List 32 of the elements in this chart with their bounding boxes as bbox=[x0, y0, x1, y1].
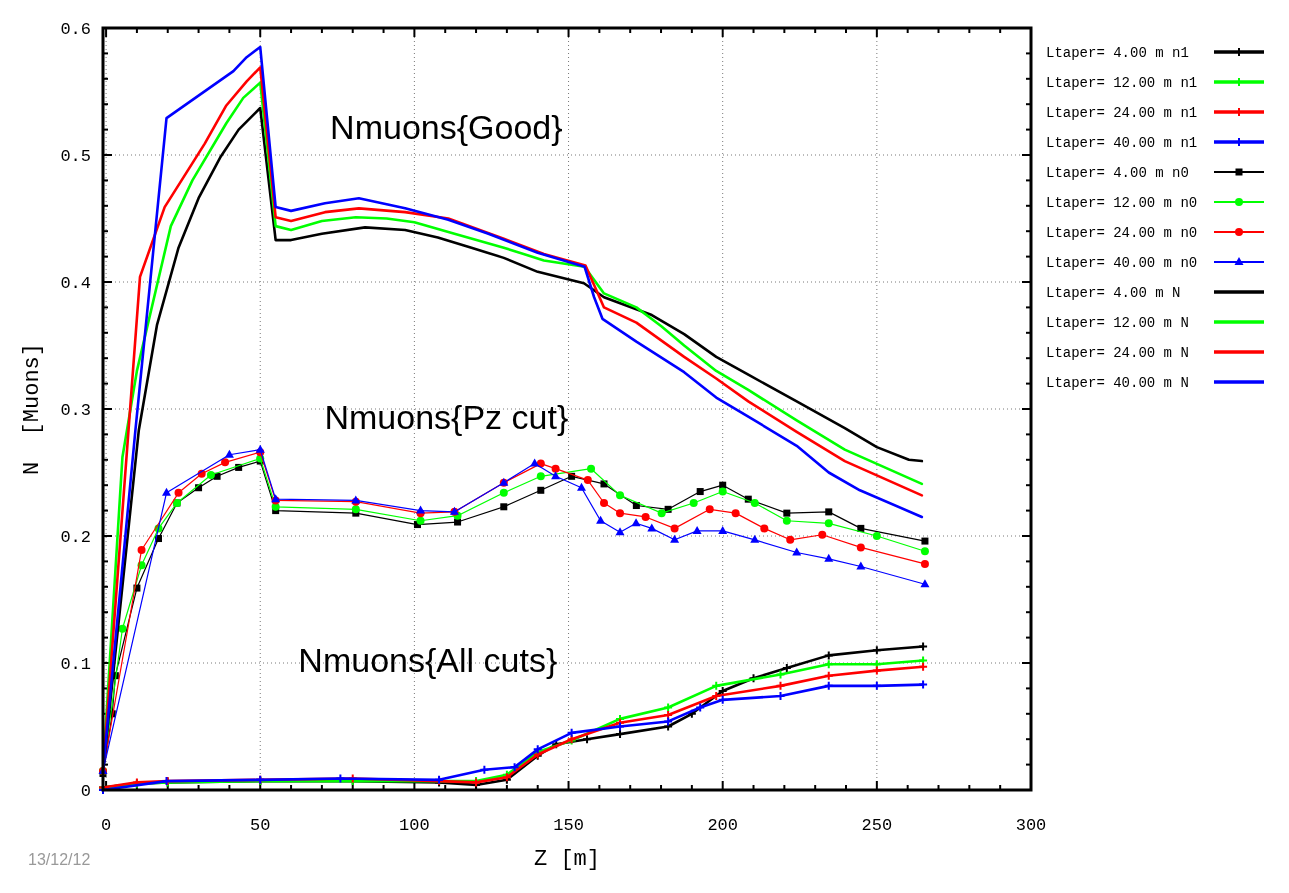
legend-label: Ltaper= 12.00 m N bbox=[1046, 314, 1189, 331]
legend-label: Ltaper= 4.00 m N bbox=[1046, 284, 1181, 301]
y-tick-label: 0 bbox=[80, 781, 91, 801]
y-tick-label: 0.3 bbox=[60, 400, 91, 420]
y-tick-label: 0.2 bbox=[60, 527, 91, 547]
y-tick-label: 0.1 bbox=[60, 654, 91, 674]
annotation: Nmuons{Good} bbox=[330, 107, 563, 146]
x-tick-label: 200 bbox=[707, 816, 738, 835]
legend-label: Ltaper= 24.00 m n0 bbox=[1046, 224, 1198, 241]
y-tick-label: 0.4 bbox=[60, 273, 91, 293]
y-axis-title: N [Muons] bbox=[20, 342, 45, 476]
annotation: Nmuons{Pz cut} bbox=[324, 397, 569, 436]
x-tick-label: 50 bbox=[250, 816, 271, 835]
y-tick-label: 0.6 bbox=[60, 19, 91, 39]
annotation: Nmuons{All cuts} bbox=[298, 641, 558, 680]
x-axis-title: Z [m] bbox=[533, 847, 601, 872]
legend-label: Ltaper= 12.00 m n0 bbox=[1046, 194, 1198, 211]
legend-label: Ltaper= 4.00 m n0 bbox=[1046, 164, 1189, 181]
legend-label: Ltaper= 24.00 m n1 bbox=[1046, 104, 1198, 121]
legend-label: Ltaper= 40.00 m n0 bbox=[1046, 254, 1198, 271]
legend-label: Ltaper= 12.00 m n1 bbox=[1046, 74, 1198, 91]
legend-label: Ltaper= 24.00 m N bbox=[1046, 344, 1189, 361]
x-tick-label: 300 bbox=[1015, 816, 1047, 835]
x-tick-label: 100 bbox=[399, 816, 430, 835]
legend-label: Ltaper= 40.00 m N bbox=[1046, 374, 1189, 391]
legend-label: Ltaper= 40.00 m n1 bbox=[1046, 134, 1198, 151]
legend-label: Ltaper= 4.00 m n1 bbox=[1046, 44, 1189, 61]
text: 13/12/12 bbox=[28, 851, 91, 868]
x-tick-label: 250 bbox=[861, 816, 893, 835]
x-tick-label: 0 bbox=[100, 816, 112, 835]
x-tick-label: 150 bbox=[553, 816, 584, 835]
y-tick-label: 0.5 bbox=[60, 146, 91, 166]
